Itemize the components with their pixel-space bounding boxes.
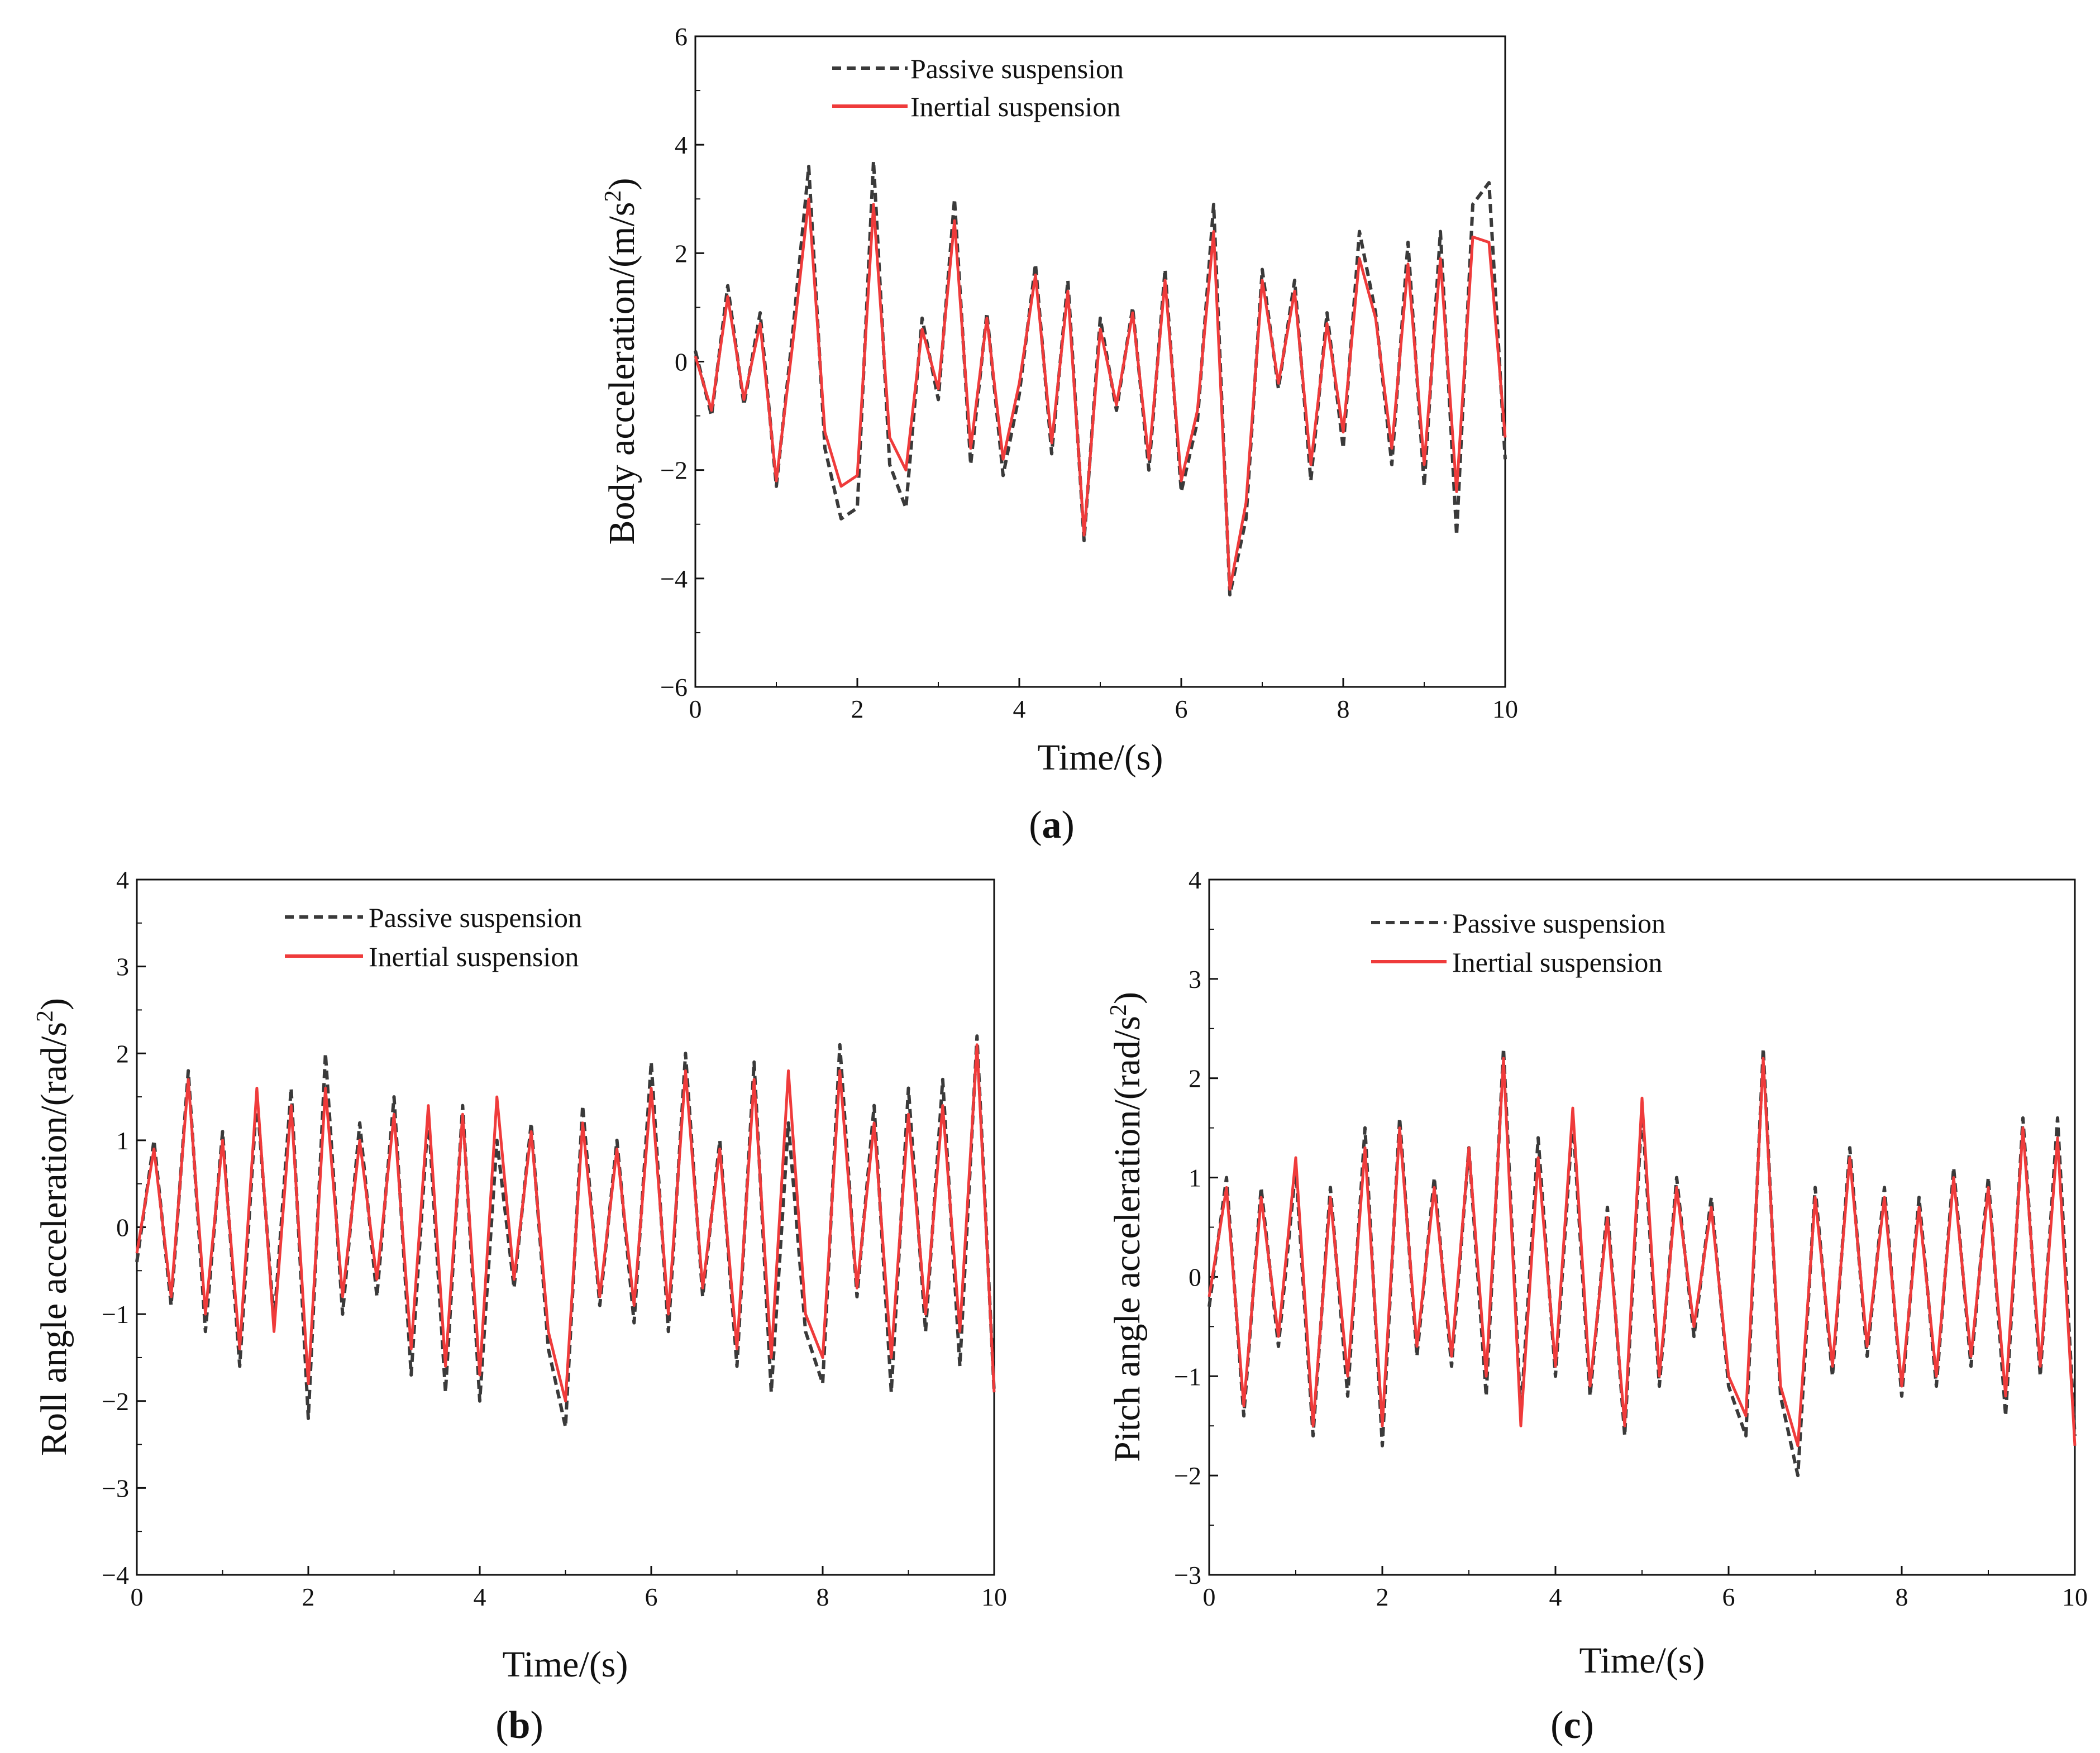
legend-a: Passive suspension Inertial suspension [832, 53, 1124, 122]
caption-letter-b: b [509, 1704, 531, 1747]
y-tick-label: −2 [102, 1387, 129, 1416]
y-axis-title-c: Pitch angle acceleration/(rad/s2) [1106, 992, 1148, 1462]
legend-b: Passive suspension Inertial suspension [285, 902, 582, 972]
x-tick-label: 0 [131, 1583, 144, 1611]
passive-suspension-line [694, 159, 1507, 596]
y-axis-title-end-b: ) [34, 998, 74, 1010]
inertial-suspension-line [135, 1043, 996, 1403]
y-tick-label: 0 [675, 348, 688, 376]
inertial-suspension-line [1207, 1057, 2077, 1448]
legend-passive-label-c: Passive suspension [1452, 907, 1665, 939]
x-tick-label: 10 [1492, 695, 1518, 723]
y-tick-label: 1 [1189, 1164, 1201, 1192]
y-axis-title-main-b: Roll angle acceleration/(rad/s [34, 1022, 74, 1456]
y-tick-label: −1 [102, 1300, 129, 1329]
series-inertial-c [1207, 1057, 2077, 1448]
y-tick-label: −4 [102, 1561, 129, 1589]
x-tick-label: 8 [1896, 1583, 1908, 1611]
x-axis-title-c: Time/(s) [1579, 1640, 1705, 1681]
y-tick-label: 6 [675, 22, 688, 51]
caption-a: (a) [1029, 804, 1075, 847]
caption-c: (c) [1550, 1704, 1594, 1747]
x-tick-label: 0 [1203, 1583, 1216, 1611]
caption-b: (b) [495, 1704, 543, 1747]
legend-passive-label-b: Passive suspension [369, 902, 582, 933]
x-tick-label: 4 [1549, 1583, 1562, 1611]
x-ticks-a: 0 2 4 6 8 10 [689, 678, 1518, 723]
series-inertial-b [135, 1043, 996, 1403]
y-tick-label: 2 [116, 1039, 129, 1068]
y-tick-label: 2 [675, 239, 688, 268]
x-tick-label: 6 [1722, 1583, 1735, 1611]
legend-inertial-label-a: Inertial suspension [910, 91, 1120, 122]
series-inertial-a [694, 197, 1507, 591]
x-tick-label: 4 [1013, 695, 1026, 723]
x-tick-label: 10 [2062, 1583, 2088, 1611]
series-passive-a [694, 159, 1507, 596]
y-axis-title-end-a: ) [602, 178, 642, 190]
legend-inertial-label-c: Inertial suspension [1452, 947, 1662, 978]
y-tick-label: 2 [1189, 1064, 1201, 1093]
x-tick-label: 8 [817, 1583, 829, 1611]
x-tick-label: 8 [1337, 695, 1350, 723]
y-axis-title-sup-a: 2 [600, 190, 626, 202]
y-axis-title-b: Roll angle acceleration/(rad/s2) [32, 998, 74, 1456]
y-axis-title-end-c: ) [1107, 992, 1148, 1004]
y-tick-label: −2 [1174, 1461, 1201, 1490]
panel-a: 0 2 4 6 8 10 −6 −4 −2 0 2 4 6 Passive suspension In… [600, 22, 1518, 847]
y-tick-label: 0 [116, 1214, 129, 1242]
x-tick-label: 10 [981, 1583, 1007, 1611]
y-tick-label: −2 [660, 456, 688, 485]
y-ticks-b: −4 −3 −2 −1 0 1 2 3 4 [102, 866, 146, 1589]
y-axis-title-sup-b: 2 [32, 1010, 58, 1022]
caption-letter-a: a [1042, 804, 1062, 847]
y-tick-label: −6 [660, 673, 688, 701]
y-axis-title-a: Body acceleration/(m/s2) [600, 178, 642, 545]
x-tick-label: 6 [1175, 695, 1188, 723]
y-tick-label: 1 [116, 1126, 129, 1155]
y-tick-label: 4 [1189, 866, 1201, 894]
y-tick-label: −1 [1174, 1362, 1201, 1391]
x-ticks-c: 0 2 4 6 8 10 [1203, 1566, 2088, 1611]
x-axis-title-b: Time/(s) [503, 1644, 628, 1685]
x-tick-label: 2 [302, 1583, 315, 1611]
y-tick-label: 3 [116, 953, 129, 981]
y-axis-title-main-c: Pitch angle acceleration/(rad/s [1107, 1016, 1148, 1462]
y-tick-label: 4 [116, 866, 129, 894]
panel-b: 0 2 4 6 8 10 −4 −3 −2 −1 0 1 2 3 4 Passive suspension… [32, 866, 1007, 1747]
inertial-suspension-line [694, 197, 1507, 591]
x-tick-label: 0 [689, 695, 702, 723]
legend-passive-label-a: Passive suspension [910, 53, 1124, 84]
legend-c: Passive suspension Inertial suspension [1371, 907, 1665, 978]
x-tick-label: 2 [851, 695, 864, 723]
y-axis-title-main-a: Body acceleration/(m/s [602, 202, 642, 545]
x-axis-title-a: Time/(s) [1038, 737, 1163, 778]
y-tick-label: 3 [1189, 965, 1201, 993]
x-tick-label: 4 [474, 1583, 486, 1611]
x-tick-label: 6 [645, 1583, 658, 1611]
y-tick-label: 0 [1189, 1263, 1201, 1291]
y-tick-label: −3 [102, 1474, 129, 1502]
y-tick-label: −4 [660, 565, 688, 593]
caption-letter-c: c [1563, 1704, 1581, 1747]
legend-inertial-label-b: Inertial suspension [369, 941, 579, 972]
y-axis-title-sup-c: 2 [1106, 1004, 1132, 1016]
x-tick-label: 2 [1376, 1583, 1389, 1611]
y-ticks-c: −3 −2 −1 0 1 2 3 4 [1174, 866, 1218, 1589]
x-ticks-b: 0 2 4 6 8 10 [131, 1566, 1007, 1611]
y-tick-label: 4 [675, 131, 688, 159]
panel-c: 0 2 4 6 8 10 −3 −2 −1 0 1 2 3 4 Passive suspension I… [1106, 866, 2088, 1747]
y-tick-label: −3 [1174, 1561, 1201, 1589]
